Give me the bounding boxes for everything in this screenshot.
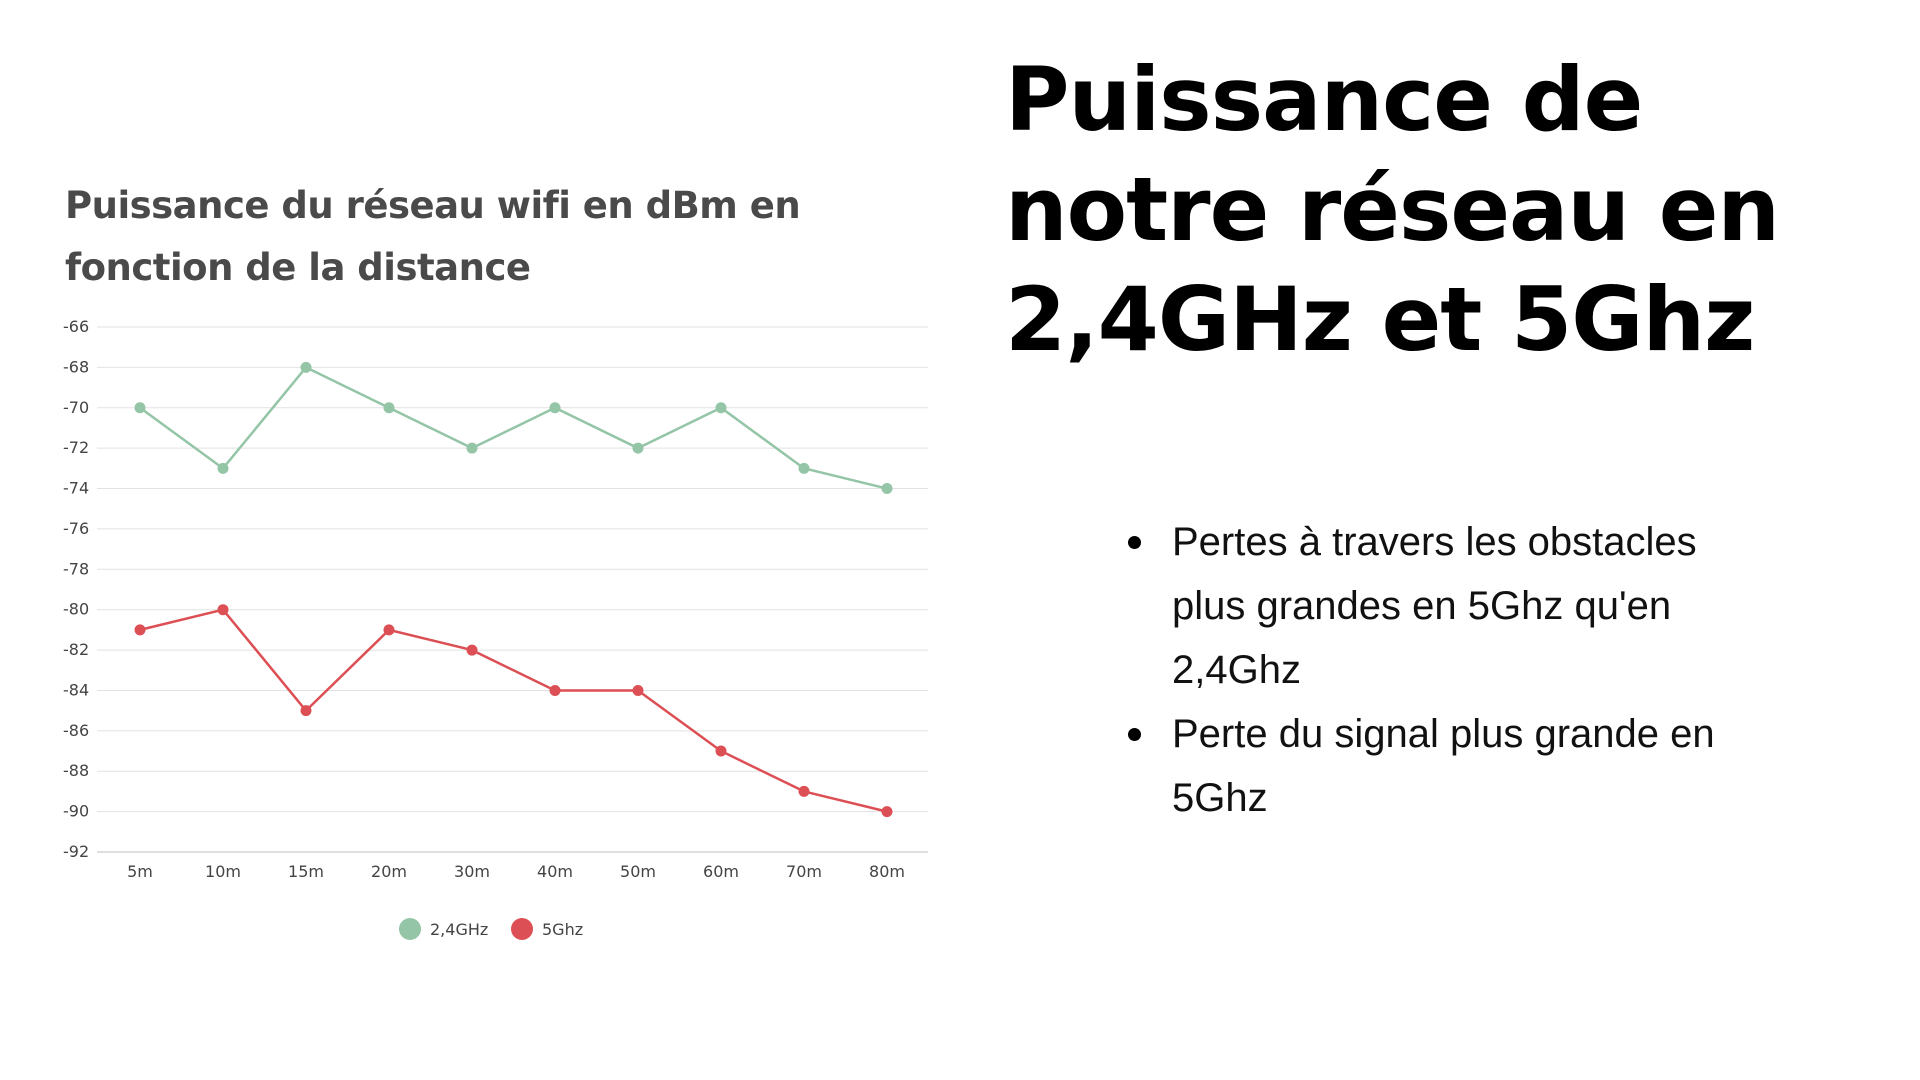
legend-label: 2,4GHz [430, 920, 488, 939]
y-tick-label: -72 [63, 438, 89, 457]
y-tick-label: -74 [63, 479, 89, 498]
data-point [383, 624, 395, 636]
y-tick-label: -84 [63, 680, 89, 699]
data-point [881, 806, 893, 818]
chart-panel: Puissance du réseau wifi en dBm en fonct… [55, 175, 935, 995]
data-point [300, 705, 312, 717]
chart-title: Puissance du réseau wifi en dBm en fonct… [65, 184, 801, 289]
data-point [715, 745, 727, 757]
data-point [300, 361, 312, 373]
bullet-item: Perte du signal plus grande en 5Ghz [1128, 702, 1750, 830]
y-tick-label: -68 [63, 357, 89, 376]
y-tick-label: -92 [63, 842, 89, 861]
y-tick-label: -90 [63, 802, 89, 821]
data-point [217, 462, 229, 474]
bullet-text: Perte du signal plus grande en 5Ghz [1172, 712, 1715, 820]
x-tick-label: 70m [786, 862, 822, 881]
page-headline: Puissance de notre réseau en 2,4GHz et 5… [1005, 48, 1780, 371]
x-tick-label: 5m [127, 862, 153, 881]
x-tick-label: 40m [537, 862, 573, 881]
x-tick-label: 15m [288, 862, 324, 881]
bullet-text: Pertes à travers les obstacles plus gran… [1172, 520, 1697, 692]
x-tick-label: 80m [869, 862, 905, 881]
data-point [134, 402, 146, 414]
data-point [715, 402, 727, 414]
legend-label: 5Ghz [542, 920, 583, 939]
data-point [217, 604, 229, 616]
bullet-list: Pertes à travers les obstacles plus gran… [1128, 510, 1750, 830]
data-point [632, 442, 644, 454]
data-point [466, 644, 478, 656]
legend-swatch [511, 918, 533, 940]
data-point [881, 483, 893, 495]
legend-swatch [399, 918, 421, 940]
data-point [798, 785, 810, 797]
y-tick-label: -76 [63, 519, 89, 538]
x-tick-label: 50m [620, 862, 656, 881]
data-point [466, 442, 478, 454]
data-point [549, 402, 561, 414]
data-point [549, 684, 561, 696]
series-line-5ghz [139, 608, 888, 813]
data-point [134, 624, 146, 636]
y-tick-label: -88 [63, 761, 89, 780]
y-tick-label: -82 [63, 640, 89, 659]
x-tick-label: 20m [371, 862, 407, 881]
x-tick-label: 30m [454, 862, 490, 881]
x-tick-label: 10m [205, 862, 241, 881]
bullet-item: Pertes à travers les obstacles plus gran… [1128, 510, 1750, 702]
series-line-2-4ghz [139, 366, 888, 490]
y-tick-label: -86 [63, 721, 89, 740]
data-point [632, 684, 644, 696]
y-tick-label: -80 [63, 600, 89, 619]
data-point [798, 462, 810, 474]
y-tick-label: -78 [63, 559, 89, 578]
bullet-dot-icon [1128, 728, 1141, 741]
x-tick-label: 60m [703, 862, 739, 881]
line-chart: -66 -68 -70 -72 -74 -76 -78 -80 -82 -84 -86 -88 -90 -… [63, 317, 928, 940]
bullet-dot-icon [1128, 536, 1141, 549]
y-tick-label: -70 [63, 398, 89, 417]
data-point [383, 402, 395, 414]
y-tick-label: -66 [63, 317, 89, 336]
